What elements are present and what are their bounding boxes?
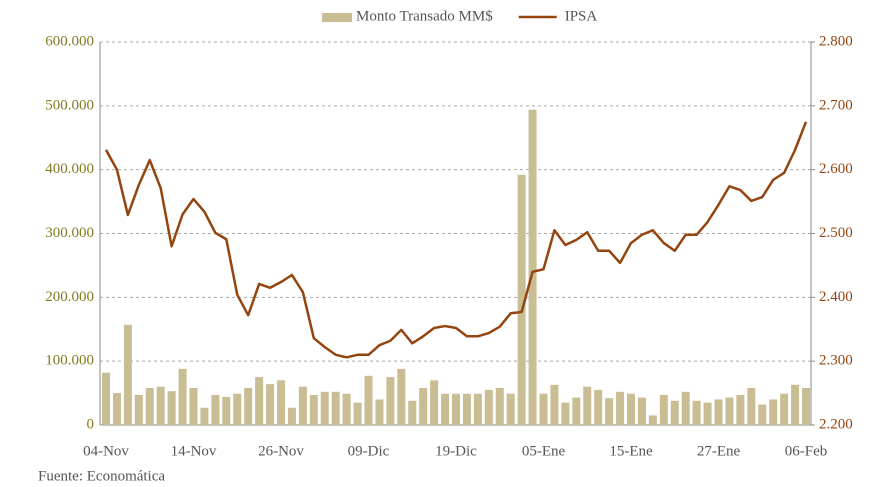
bar: [791, 384, 800, 425]
y2-tick-label: 2.700: [819, 97, 853, 113]
bar: [681, 391, 690, 425]
bar: [342, 393, 351, 425]
bar: [583, 386, 592, 425]
bar: [353, 402, 362, 425]
bar: [452, 393, 460, 425]
bar: [572, 397, 581, 425]
bar: [714, 399, 723, 425]
bar: [222, 396, 231, 425]
bar: [539, 393, 548, 425]
legend-label: IPSA: [565, 8, 598, 24]
bar: [386, 377, 395, 425]
y2-tick-label: 2.500: [819, 225, 853, 241]
bar: [408, 400, 417, 425]
bar: [769, 399, 778, 425]
bar: [397, 368, 406, 425]
bar: [659, 394, 668, 425]
bar: [244, 387, 253, 425]
y-tick-label: 400.000: [45, 161, 94, 177]
bar: [670, 400, 679, 425]
bar: [627, 393, 635, 425]
bar: [156, 386, 165, 425]
bar: [102, 372, 110, 425]
bar: [441, 393, 450, 425]
bar: [473, 393, 482, 425]
bar: [287, 407, 296, 425]
y-tick-label: 300.000: [45, 225, 94, 241]
x-tick-label: 14-Nov: [171, 443, 217, 459]
x-tick-label: 06-Feb: [785, 443, 828, 459]
y-tick-label: 100.000: [45, 353, 94, 369]
x-tick-label: 09-Dic: [348, 443, 390, 459]
bar: [331, 391, 340, 425]
y-tick-label: 200.000: [45, 289, 94, 305]
bar: [320, 391, 329, 425]
y-tick-label: 0: [87, 416, 95, 432]
bar: [112, 393, 121, 425]
bar: [648, 415, 657, 425]
bar: [495, 387, 504, 425]
y2-tick-label: 2.200: [819, 416, 853, 432]
bar: [747, 387, 756, 425]
line: [104, 121, 808, 359]
bar: [605, 398, 614, 425]
bar: [692, 400, 701, 425]
bar: [419, 387, 428, 425]
bar: [616, 391, 625, 425]
bar: [637, 397, 646, 425]
bar: [211, 394, 220, 425]
bar: [736, 394, 745, 425]
x-tick-label: 04-Nov: [83, 443, 129, 459]
y-tick-label: 500.000: [45, 97, 94, 113]
bar: [802, 387, 810, 425]
bar: [255, 377, 264, 425]
bar: [298, 386, 307, 425]
bar: [364, 375, 373, 425]
y-tick-label: 600.000: [45, 33, 94, 49]
y2-tick-label: 2.300: [819, 353, 853, 369]
y2-tick-label: 2.800: [819, 33, 853, 49]
bar: [233, 393, 242, 425]
bar: [561, 402, 570, 425]
bar: [277, 380, 285, 425]
bar: [178, 368, 187, 425]
bar: [517, 174, 526, 425]
x-tick-label: 27-Ene: [697, 443, 741, 459]
bar: [430, 380, 439, 425]
bar: [145, 387, 154, 425]
x-tick-label: 15-Ene: [609, 443, 653, 459]
bar: [703, 402, 712, 425]
bar: [462, 393, 471, 425]
bar: [189, 387, 198, 425]
bar: [780, 393, 789, 425]
bar: [266, 384, 275, 425]
bar: [375, 399, 384, 425]
x-tick-label: 05-Ene: [522, 443, 566, 459]
legend-label: Monto Transado MM$: [356, 8, 493, 24]
bar: [550, 384, 559, 425]
bar: [309, 394, 318, 425]
bar: [134, 394, 143, 425]
bar: [484, 389, 493, 425]
y2-tick-label: 2.400: [819, 289, 853, 305]
bar: [725, 397, 734, 425]
bar: [123, 324, 132, 425]
bar: [758, 404, 767, 425]
bar: [200, 407, 209, 425]
x-tick-label: 19-Dic: [435, 443, 477, 459]
bar: [528, 109, 537, 425]
y2-tick-label: 2.600: [819, 161, 853, 177]
source: Fuente: Economática: [38, 468, 165, 484]
bar: [167, 391, 176, 425]
legend-swatch: [322, 13, 352, 22]
x-tick-label: 26-Nov: [258, 443, 304, 459]
bar: [594, 389, 603, 425]
bar: [506, 393, 515, 425]
